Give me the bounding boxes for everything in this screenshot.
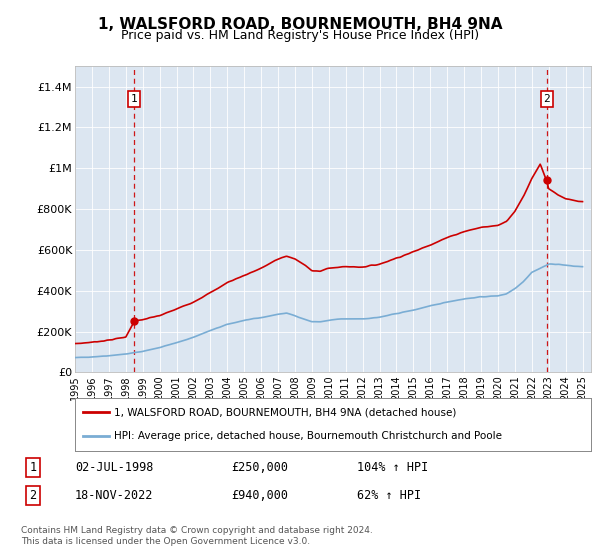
Text: 1: 1 [131, 94, 137, 104]
Text: 2: 2 [29, 489, 37, 502]
Text: 18-NOV-2022: 18-NOV-2022 [75, 489, 154, 502]
Text: HPI: Average price, detached house, Bournemouth Christchurch and Poole: HPI: Average price, detached house, Bour… [114, 431, 502, 441]
Text: Price paid vs. HM Land Registry's House Price Index (HPI): Price paid vs. HM Land Registry's House … [121, 29, 479, 42]
Text: 02-JUL-1998: 02-JUL-1998 [75, 461, 154, 474]
Text: 1, WALSFORD ROAD, BOURNEMOUTH, BH4 9NA (detached house): 1, WALSFORD ROAD, BOURNEMOUTH, BH4 9NA (… [114, 408, 456, 418]
Text: 1: 1 [29, 461, 37, 474]
Text: 2: 2 [543, 94, 550, 104]
Text: £940,000: £940,000 [231, 489, 288, 502]
Text: Contains HM Land Registry data © Crown copyright and database right 2024.
This d: Contains HM Land Registry data © Crown c… [21, 526, 373, 546]
Text: 62% ↑ HPI: 62% ↑ HPI [357, 489, 421, 502]
Text: £250,000: £250,000 [231, 461, 288, 474]
Text: 1, WALSFORD ROAD, BOURNEMOUTH, BH4 9NA: 1, WALSFORD ROAD, BOURNEMOUTH, BH4 9NA [98, 17, 502, 32]
Text: 104% ↑ HPI: 104% ↑ HPI [357, 461, 428, 474]
